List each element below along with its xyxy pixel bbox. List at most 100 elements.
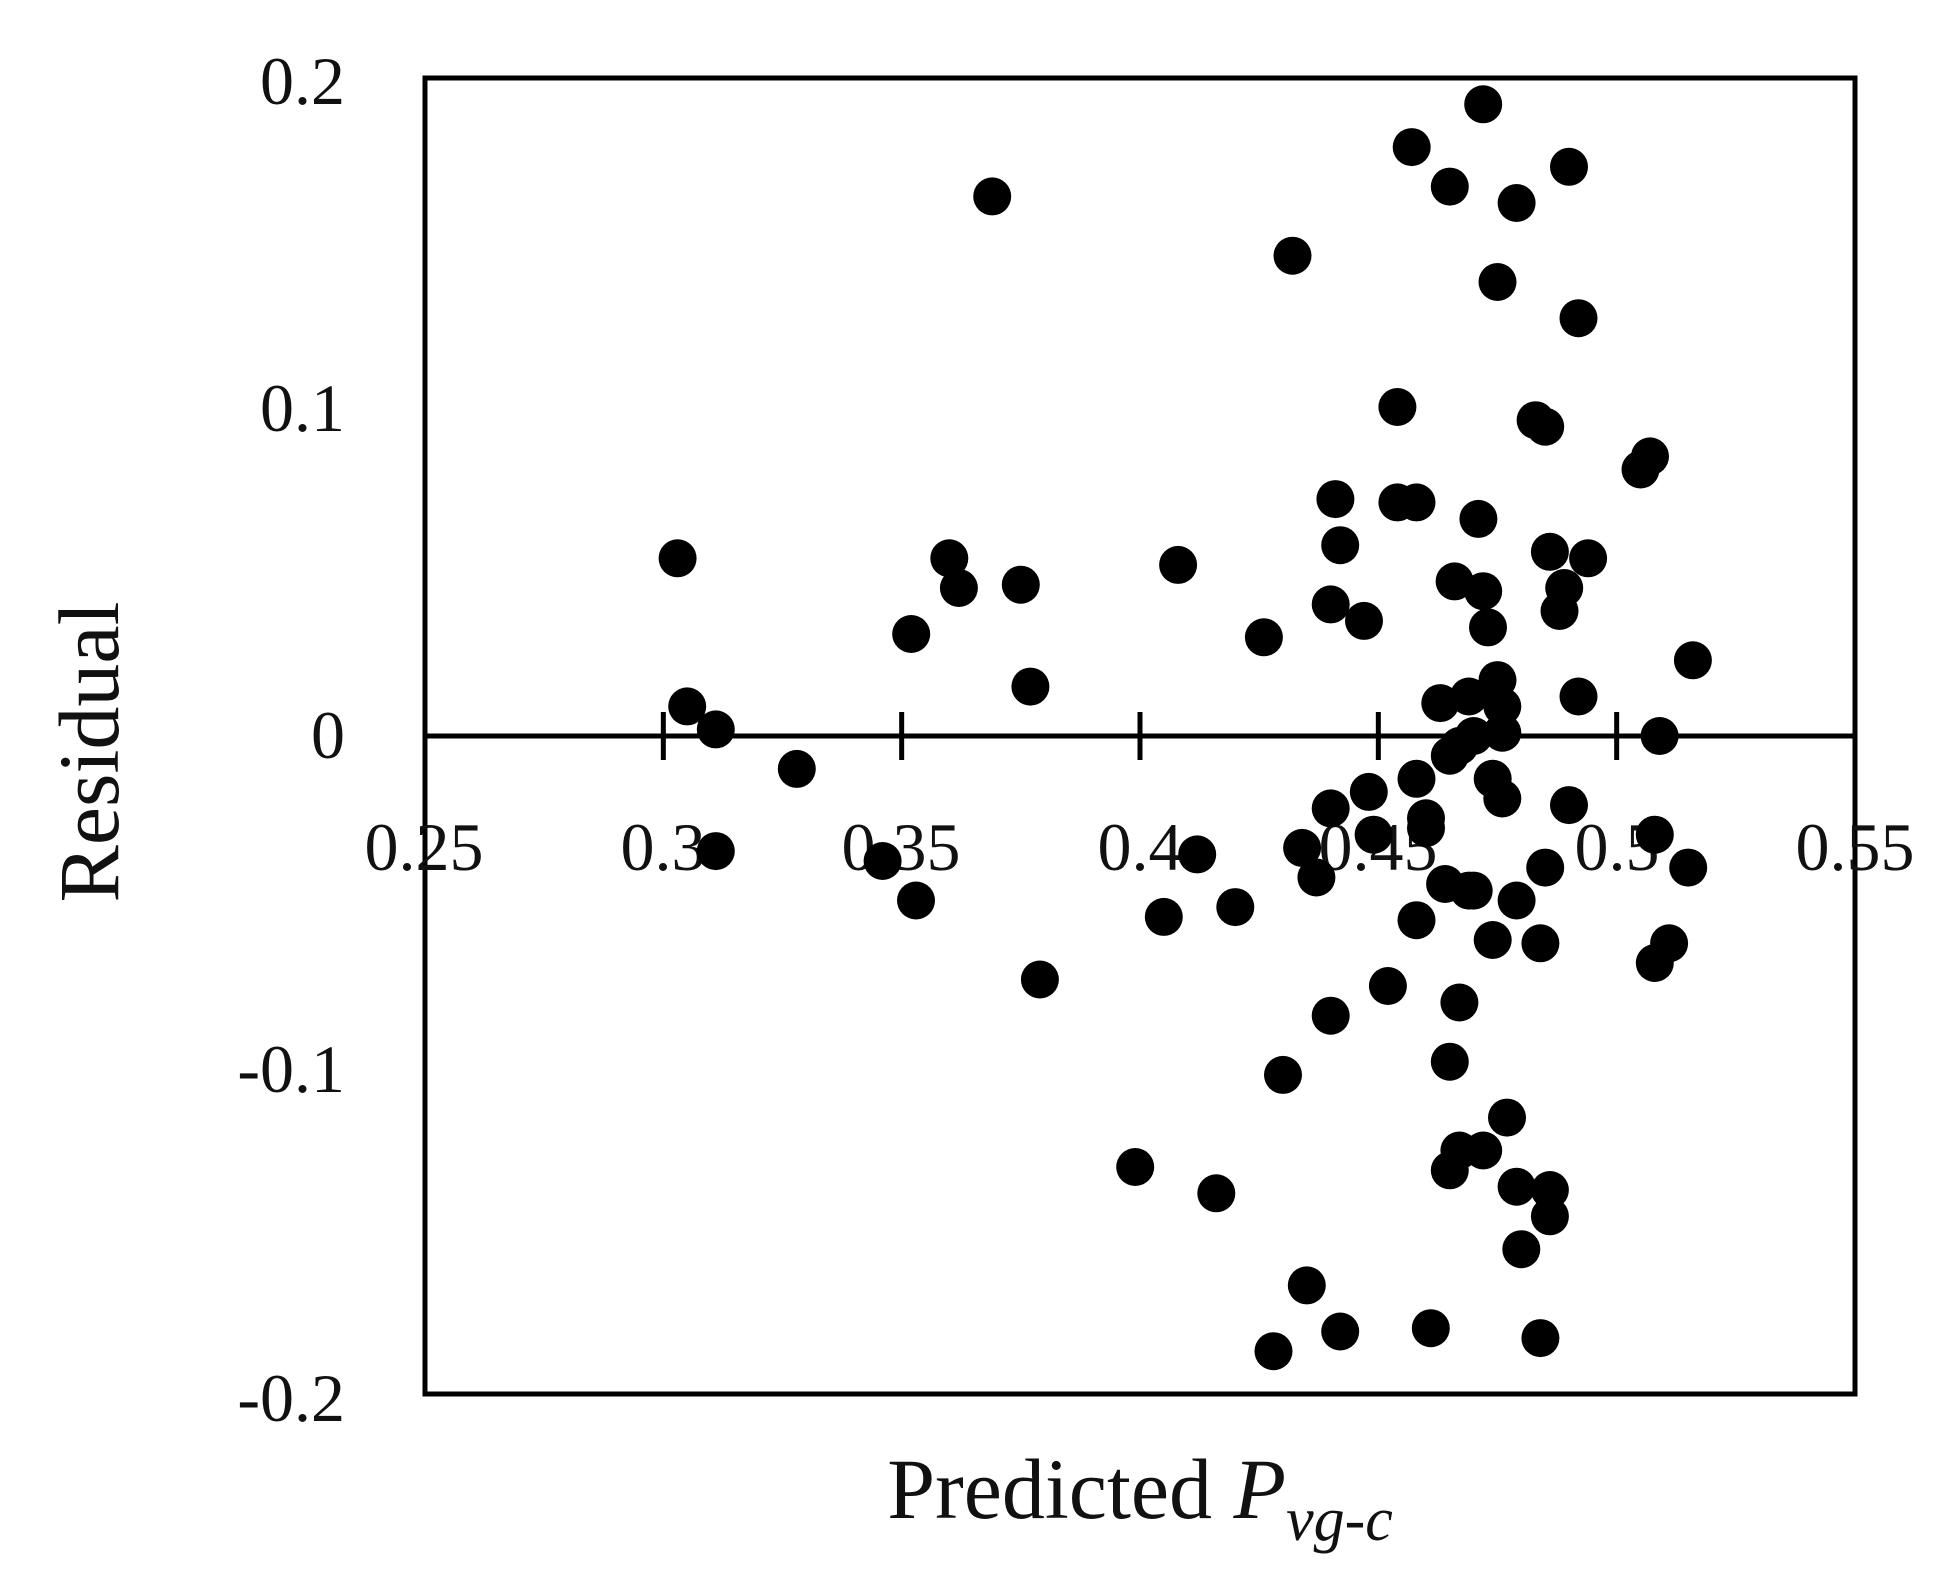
data-point — [1483, 713, 1522, 752]
data-point — [1159, 545, 1198, 584]
data-point — [696, 832, 735, 871]
data-point — [1283, 828, 1322, 867]
data-point — [930, 539, 969, 578]
data-point — [1421, 684, 1460, 723]
data-point — [1550, 786, 1588, 825]
data-point — [1497, 881, 1536, 920]
data-point — [1321, 526, 1360, 565]
x-axis-ticks — [660, 712, 1620, 760]
data-point — [1311, 789, 1350, 828]
data-point — [1216, 888, 1255, 927]
data-point — [1430, 1042, 1469, 1081]
x-tick-label: 0.3 — [621, 809, 706, 885]
data-point — [1569, 539, 1608, 578]
data-point — [1559, 299, 1598, 338]
data-point — [696, 710, 735, 749]
data-point — [1397, 759, 1436, 798]
data-point — [1635, 815, 1674, 854]
data-point — [1550, 147, 1588, 186]
data-point — [1254, 1332, 1293, 1371]
data-point — [1497, 1167, 1536, 1206]
data-point — [1488, 1098, 1526, 1137]
data-point — [973, 177, 1012, 216]
data-point — [1354, 815, 1393, 854]
data-point — [1650, 924, 1689, 963]
data-point — [1478, 263, 1517, 301]
data-point — [1197, 1174, 1236, 1213]
y-tick-label: -0.1 — [237, 1031, 345, 1107]
data-point — [1454, 871, 1493, 910]
data-point — [1440, 983, 1479, 1022]
data-point — [1311, 585, 1350, 624]
data-point — [1521, 924, 1560, 963]
data-point — [1407, 799, 1445, 838]
y-axis-title: Residual — [41, 602, 137, 903]
data-point — [1483, 687, 1522, 726]
data-point — [1473, 921, 1512, 959]
x-tick-label: 0.25 — [365, 809, 484, 885]
data-point — [1345, 601, 1383, 640]
data-point — [939, 569, 978, 607]
data-point — [1521, 1319, 1560, 1358]
x-axis-title-subscript: vg-c — [1286, 1486, 1393, 1554]
data-point — [1545, 569, 1584, 607]
data-point — [1264, 1055, 1302, 1094]
data-point — [1178, 835, 1217, 874]
data-point — [1502, 1230, 1541, 1269]
data-point — [1469, 608, 1507, 647]
x-tick-label: 0.35 — [842, 809, 961, 885]
data-point — [1497, 184, 1536, 222]
data-point — [1464, 1131, 1503, 1170]
data-point — [1631, 437, 1669, 476]
data-point — [1464, 85, 1503, 124]
data-point — [1368, 967, 1407, 1005]
x-axis-title: Predicted Pvg-c — [887, 1441, 1393, 1554]
data-point — [1430, 167, 1469, 206]
data-point — [1321, 1312, 1360, 1351]
data-point — [1464, 572, 1503, 611]
y-tick-label: 0.2 — [260, 43, 345, 119]
y-tick-labels: -0.2 -0.1 0 0.1 0.2 — [237, 43, 345, 1436]
data-point — [1397, 901, 1436, 940]
data-point — [1316, 480, 1355, 519]
data-point — [1530, 1197, 1569, 1236]
data-point — [1116, 1148, 1155, 1186]
data-point — [668, 687, 707, 726]
y-tick-label: -0.2 — [237, 1360, 345, 1436]
data-point — [897, 881, 935, 920]
data-point — [1397, 483, 1436, 522]
data-point — [892, 615, 931, 653]
data-point — [1349, 772, 1388, 811]
data-point — [1483, 779, 1522, 818]
data-point — [1669, 848, 1708, 887]
data-point — [1411, 1309, 1450, 1348]
data-point — [1459, 499, 1498, 538]
data-point — [1526, 407, 1565, 446]
data-point — [1244, 618, 1283, 657]
data-point — [1287, 1266, 1326, 1305]
y-tick-label: 0.1 — [260, 370, 345, 446]
scatter-points — [658, 85, 1712, 1371]
data-point — [1297, 858, 1336, 897]
x-tick-label: 0.55 — [1796, 809, 1915, 885]
data-point — [863, 842, 902, 880]
y-tick-label: 0 — [311, 697, 345, 773]
data-point — [1559, 677, 1598, 716]
zero-axis — [425, 712, 1855, 760]
data-point — [1392, 128, 1431, 167]
data-point — [1454, 717, 1493, 755]
data-point — [1673, 641, 1712, 680]
data-point — [1449, 677, 1488, 716]
x-tick-label: 0.4 — [1098, 809, 1183, 885]
data-point — [1640, 717, 1679, 755]
data-point — [1530, 1171, 1569, 1209]
data-point — [1435, 562, 1474, 601]
data-point — [1020, 960, 1059, 999]
data-point — [1530, 532, 1569, 571]
data-point — [1526, 848, 1565, 887]
x-axis-title-symbol: P — [1233, 1441, 1287, 1537]
data-point — [1011, 667, 1050, 706]
data-point — [1378, 388, 1417, 426]
data-point — [777, 749, 816, 788]
